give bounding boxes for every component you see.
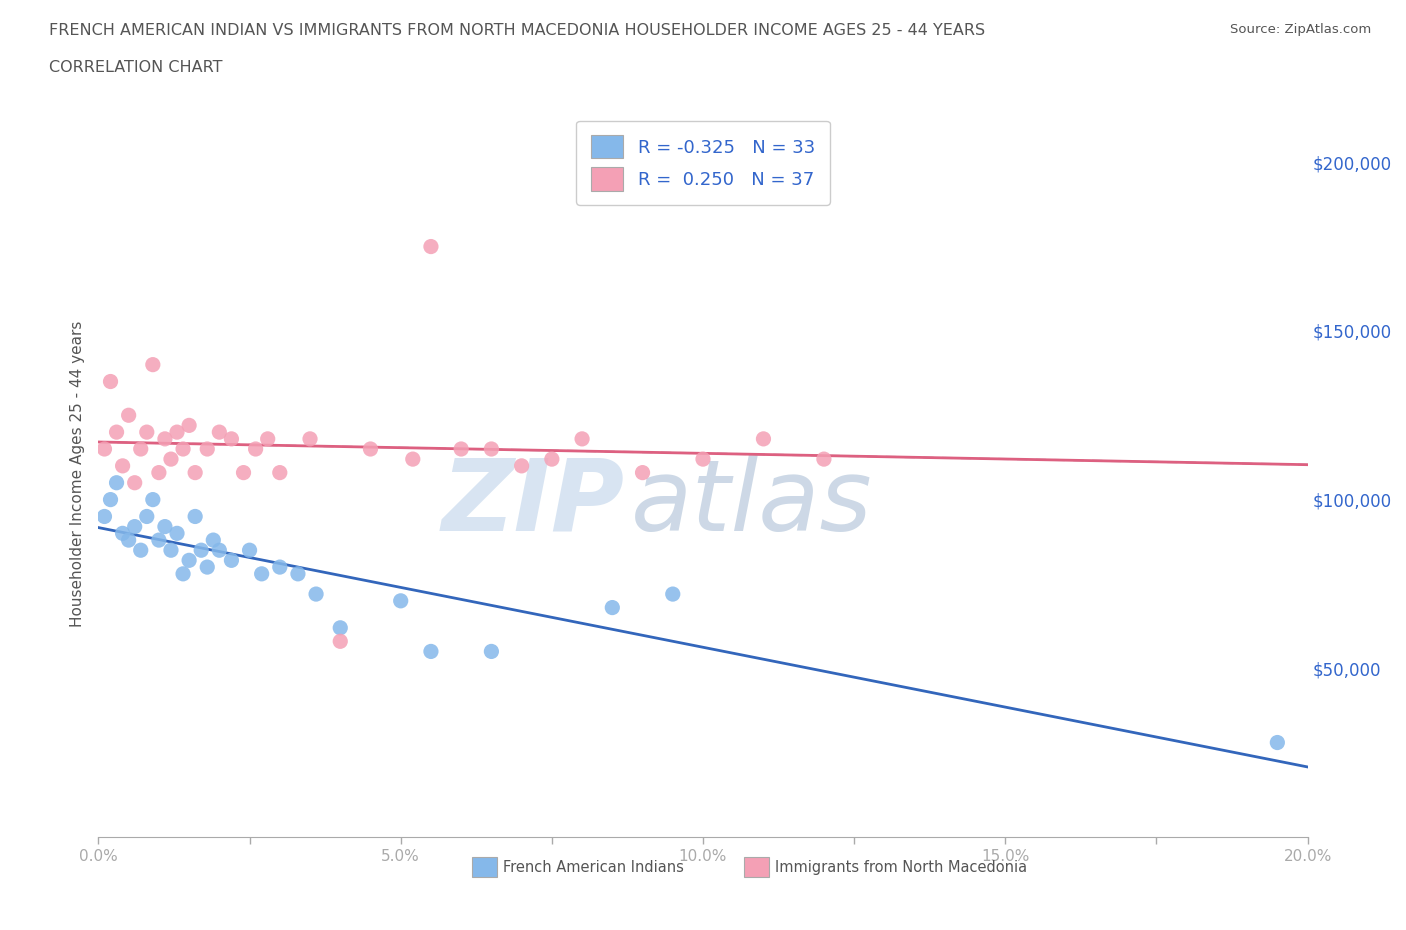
Point	[105, 425, 128, 440]
Point	[389, 593, 412, 608]
Text: Immigrants from North Macedonia: Immigrants from North Macedonia	[775, 860, 1028, 875]
Point	[287, 566, 309, 581]
Point	[481, 442, 503, 457]
Point	[160, 452, 183, 467]
Point	[692, 452, 714, 467]
Point	[118, 533, 141, 548]
Point	[124, 519, 146, 534]
Text: French American Indians: French American Indians	[503, 860, 683, 875]
Point	[269, 560, 291, 575]
Text: ZIP: ZIP	[441, 455, 624, 551]
Point	[195, 442, 218, 457]
Point	[172, 442, 194, 457]
Point	[135, 509, 157, 524]
Point	[129, 442, 152, 457]
Point	[360, 442, 382, 457]
Point	[179, 553, 201, 568]
Point	[420, 239, 443, 254]
Point	[329, 620, 352, 635]
Point	[166, 525, 188, 540]
Point	[481, 644, 503, 658]
Text: CORRELATION CHART: CORRELATION CHART	[49, 60, 222, 75]
Point	[245, 442, 267, 457]
Point	[148, 465, 170, 480]
Point	[148, 533, 170, 548]
Point	[184, 465, 207, 480]
Point	[239, 543, 262, 558]
Point	[571, 432, 593, 446]
Point	[153, 432, 176, 446]
Point	[208, 425, 231, 440]
Point	[118, 408, 141, 423]
Point	[602, 600, 624, 615]
Point	[631, 465, 654, 480]
Point	[142, 357, 165, 372]
Point	[1267, 735, 1289, 750]
Point	[510, 458, 533, 473]
Point	[105, 475, 128, 490]
Point	[208, 543, 231, 558]
Point	[153, 519, 176, 534]
Point	[184, 509, 207, 524]
Text: FRENCH AMERICAN INDIAN VS IMMIGRANTS FROM NORTH MACEDONIA HOUSEHOLDER INCOME AGE: FRENCH AMERICAN INDIAN VS IMMIGRANTS FRO…	[49, 23, 986, 38]
Point	[160, 543, 183, 558]
Point	[250, 566, 273, 581]
Text: atlas: atlas	[630, 455, 872, 551]
Point	[111, 525, 134, 540]
Legend: R = -0.325   N = 33, R =  0.250   N = 37: R = -0.325 N = 33, R = 0.250 N = 37	[576, 121, 830, 205]
Point	[202, 533, 225, 548]
Point	[420, 644, 443, 658]
Point	[329, 634, 352, 649]
Point	[129, 543, 152, 558]
Point	[135, 425, 157, 440]
Point	[450, 442, 472, 457]
Point	[813, 452, 835, 467]
Point	[256, 432, 278, 446]
Point	[221, 432, 243, 446]
Point	[111, 458, 134, 473]
Point	[190, 543, 212, 558]
Point	[93, 509, 115, 524]
Point	[269, 465, 291, 480]
Text: Source: ZipAtlas.com: Source: ZipAtlas.com	[1230, 23, 1371, 36]
Point	[752, 432, 775, 446]
Point	[93, 442, 115, 457]
Point	[232, 465, 254, 480]
Point	[124, 475, 146, 490]
Point	[540, 452, 562, 467]
Point	[195, 560, 218, 575]
Point	[100, 492, 122, 507]
Y-axis label: Householder Income Ages 25 - 44 years: Householder Income Ages 25 - 44 years	[69, 321, 84, 628]
Point	[661, 587, 683, 602]
Point	[221, 553, 243, 568]
Point	[179, 418, 201, 432]
Point	[305, 587, 328, 602]
Point	[142, 492, 165, 507]
Point	[166, 425, 188, 440]
Point	[172, 566, 194, 581]
Point	[299, 432, 322, 446]
Point	[402, 452, 425, 467]
Point	[100, 374, 122, 389]
